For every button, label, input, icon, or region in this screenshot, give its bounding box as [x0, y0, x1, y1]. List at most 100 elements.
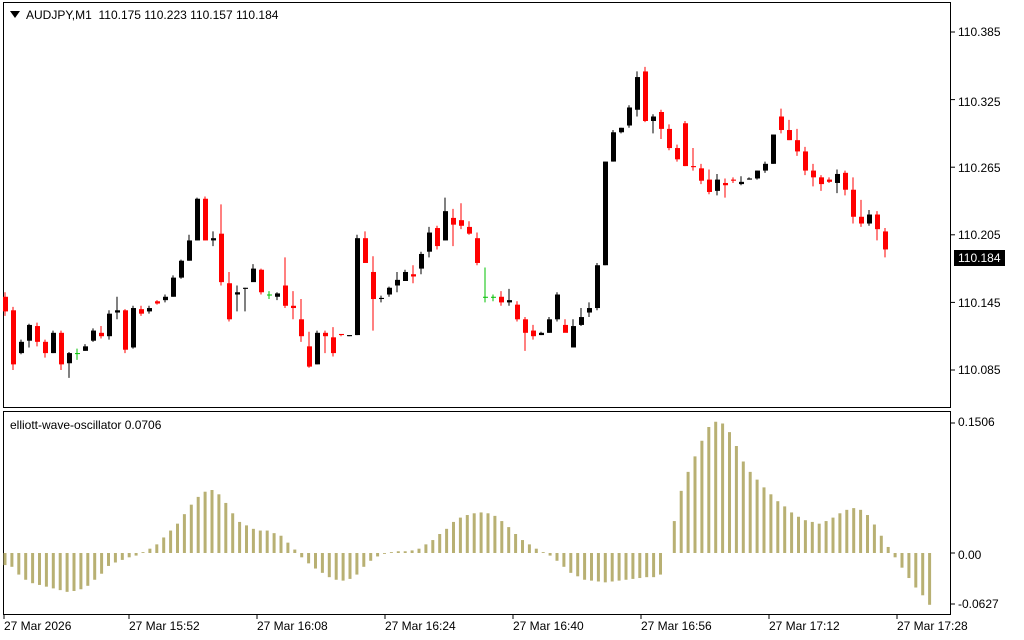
- candle-body: [91, 330, 96, 341]
- candle-body: [731, 179, 736, 181]
- candle-body: [19, 341, 24, 354]
- candle-body: [51, 332, 56, 354]
- candle-body: [243, 287, 248, 289]
- price-label: 110.085: [958, 363, 1001, 377]
- symbol-label: AUDJPY,M1: [26, 8, 92, 22]
- candle-body: [3, 296, 8, 312]
- candle-body: [683, 123, 688, 167]
- candle-body: [123, 310, 128, 350]
- candle-body: [427, 232, 432, 252]
- candle-body: [43, 341, 48, 354]
- candle-body: [595, 265, 600, 309]
- candle-body: [195, 198, 200, 241]
- candle-body: [267, 294, 272, 296]
- candle-body: [787, 130, 792, 141]
- price-chart-pane[interactable]: AUDJPY,M1 110.175 110.223 110.157 110.18…: [3, 2, 951, 408]
- candle-body: [355, 238, 360, 336]
- candle-body: [75, 353, 80, 355]
- candle-body: [691, 166, 696, 168]
- candle-body: [635, 77, 640, 110]
- candle-body: [403, 271, 408, 281]
- candle-body: [331, 337, 336, 354]
- candle-body: [659, 111, 664, 129]
- time-label: 27 Mar 16:40: [513, 619, 584, 633]
- candle-body: [515, 304, 520, 320]
- candle-body: [491, 296, 496, 298]
- candle-body: [587, 308, 592, 313]
- candle-body: [603, 161, 608, 266]
- candle-body: [67, 353, 72, 364]
- candle-body: [299, 319, 304, 337]
- candle-body: [699, 168, 704, 181]
- candle-body: [715, 179, 720, 191]
- candle-body: [859, 216, 864, 224]
- candle-body: [795, 140, 800, 152]
- candle-body: [99, 332, 104, 337]
- candle-body: [883, 231, 888, 250]
- candle-body: [275, 293, 280, 297]
- candle-body: [131, 308, 136, 348]
- candle-body: [307, 346, 312, 367]
- candle-body: [523, 319, 528, 333]
- candle-body: [363, 238, 368, 263]
- candle-body: [723, 182, 728, 186]
- candle-body: [435, 228, 440, 247]
- candle-body: [563, 324, 568, 333]
- candle-body: [395, 279, 400, 286]
- candle-body: [163, 296, 168, 301]
- candle-body: [707, 179, 712, 192]
- candle-body: [611, 132, 616, 162]
- candle-body: [803, 151, 808, 171]
- candle-body: [251, 268, 256, 283]
- candle-body: [315, 332, 320, 365]
- candle-body: [235, 292, 240, 295]
- current-price-badge: 110.184: [954, 250, 1005, 266]
- dropdown-triangle-icon[interactable]: [10, 11, 20, 18]
- candle-body: [203, 198, 208, 241]
- price-label: 110.145: [958, 296, 1001, 310]
- candle-body: [347, 335, 352, 337]
- candle-body: [283, 285, 288, 306]
- candle-body: [851, 189, 856, 217]
- candle-body: [483, 296, 488, 298]
- candle-body: [227, 283, 232, 320]
- candle-body: [291, 305, 296, 309]
- candle-body: [667, 128, 672, 149]
- candle-body: [771, 134, 776, 164]
- time-label: 27 Mar 15:52: [129, 619, 200, 633]
- candle-body: [155, 301, 160, 304]
- candle-body: [867, 214, 872, 224]
- candle-body: [339, 333, 344, 336]
- time-label: 27 Mar 2026: [4, 619, 72, 633]
- candle-body: [651, 116, 656, 122]
- candle-body: [827, 179, 832, 182]
- candle-body: [219, 233, 224, 283]
- candle-body: [755, 170, 760, 179]
- time-label: 27 Mar 17:12: [769, 619, 840, 633]
- candle-body: [843, 172, 848, 190]
- candle-body: [371, 271, 376, 300]
- candle-body: [211, 238, 216, 241]
- candle-body: [619, 127, 624, 133]
- price-label: 110.205: [958, 228, 1001, 242]
- price-label: 110.385: [958, 25, 1001, 39]
- candle-body: [379, 297, 384, 300]
- oscillator-scale-label: 0.00: [958, 548, 982, 562]
- candle-body: [747, 178, 752, 180]
- oscillator-pane[interactable]: elliott-wave-oscillator 0.0706: [3, 411, 951, 615]
- time-label: 27 Mar 16:24: [385, 619, 456, 633]
- price-label: 110.265: [958, 161, 1001, 175]
- candle-body: [547, 319, 552, 333]
- candle-body: [819, 177, 824, 185]
- ohlc-values: 110.175 110.223 110.157 110.184: [98, 8, 279, 22]
- candle-body: [459, 220, 464, 226]
- candle-body: [259, 269, 264, 293]
- candle-body: [443, 211, 448, 241]
- candle-body: [467, 226, 472, 234]
- candle-body: [323, 332, 328, 337]
- candle-body: [139, 309, 144, 314]
- candle-body: [539, 332, 544, 336]
- candle-body: [739, 181, 744, 185]
- candle-body: [555, 294, 560, 320]
